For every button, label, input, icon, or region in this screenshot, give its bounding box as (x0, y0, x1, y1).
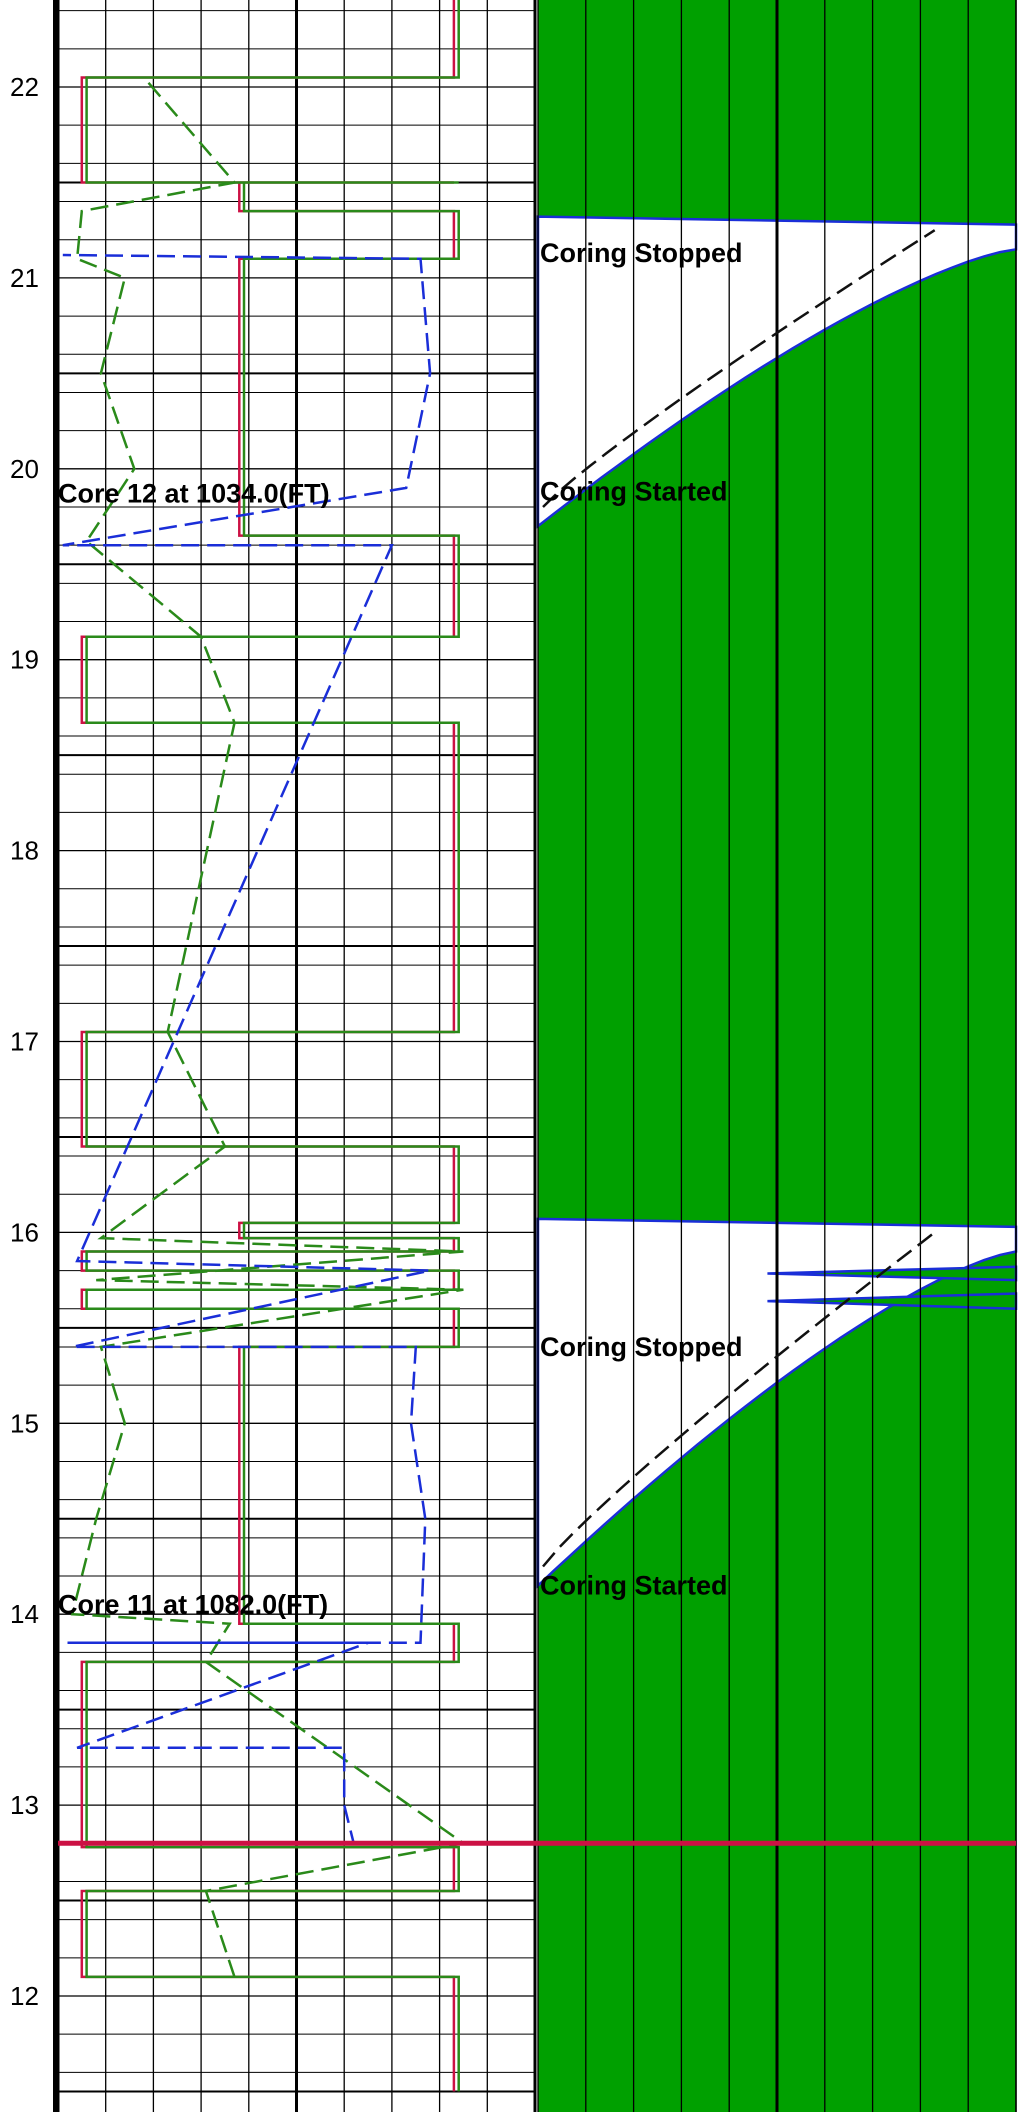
depth-tick-label: 16 (10, 1217, 39, 1247)
series-line (80, 0, 456, 2092)
series-line (62, 253, 432, 1845)
series-line (70, 76, 467, 1978)
chart-labels: 12 13 14 15 16 17 18 19 20 21 22 Core 11 at 1082.0(… (10, 72, 742, 2011)
core-label: Core 11 at 1082.0(FT) (58, 1590, 328, 1620)
core-label: Core 12 at 1034.0(FT) (58, 479, 330, 509)
coring-event-label: Coring Stopped (540, 1332, 742, 1362)
left-track-curves (58, 0, 1016, 2092)
coring-event-label: Coring Started (540, 1571, 728, 1601)
depth-tick-label: 14 (10, 1599, 39, 1629)
coring-window (536, 215, 1018, 529)
depth-tick-label: 12 (10, 1981, 39, 2011)
coring-window (536, 1217, 1018, 1589)
dashed-curve (542, 229, 936, 508)
coring-event-label: Coring Started (540, 477, 728, 507)
depth-tick-label: 17 (10, 1027, 39, 1057)
depth-tick-label: 15 (10, 1408, 39, 1438)
right-track-curves (542, 229, 936, 1568)
depth-tick-label: 19 (10, 645, 39, 675)
depth-tick-label: 21 (10, 263, 39, 293)
dashed-curve (542, 1231, 936, 1568)
grid-lines (53, 0, 1017, 2112)
series-line (85, 0, 460, 2092)
depth-tick-label: 13 (10, 1790, 39, 1820)
depth-tick-label: 18 (10, 836, 39, 866)
depth-tick-label: 22 (10, 72, 39, 102)
depth-tick-label: 20 (10, 454, 39, 484)
coring-event-label: Coring Stopped (540, 238, 742, 268)
